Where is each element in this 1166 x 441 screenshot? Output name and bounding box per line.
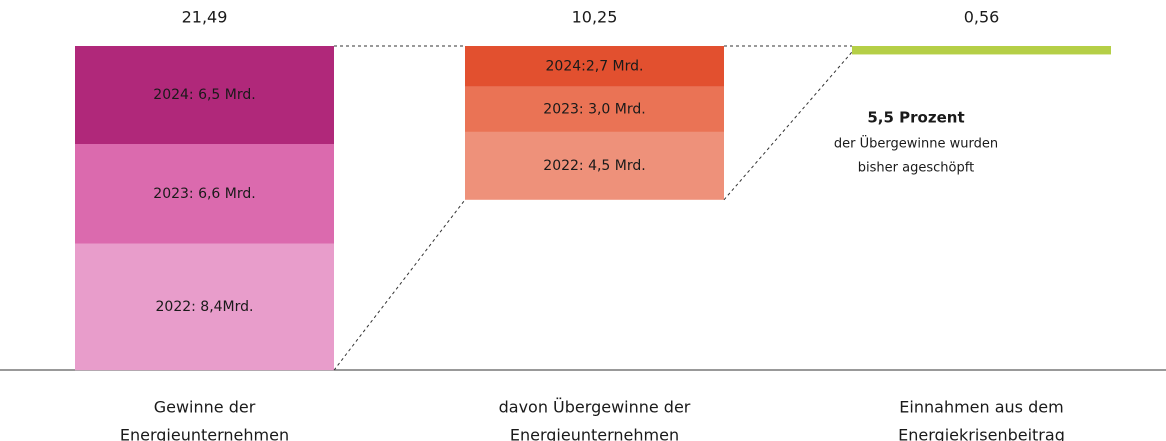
segment-label: 2023: 3,0 Mrd. [543,101,645,117]
bar-segment [465,46,724,87]
category-label: Energieunternehmen [120,426,289,441]
category-label: Energiekrisenbeitrag [898,426,1065,441]
category-label: Einnahmen aus dem [899,398,1063,417]
connector [333,199,466,371]
segment-label: 2022: 4,5 Mrd. [543,158,645,174]
bar-segment [75,46,334,144]
category-label: Gewinne der [154,398,256,417]
annotation-line: bisher ageschöpft [858,161,974,176]
connector [723,51,853,201]
segment-label: 2023: 6,6 Mrd. [153,186,255,202]
category-label: davon Übergewinne der [499,398,691,417]
bar-segment [75,143,334,244]
total-label: 0,56 [964,8,1000,27]
segment-label: 2022: 8,4Mrd. [156,299,254,315]
total-label: 21,49 [182,8,228,27]
segment-label: 2024: 6,5 Mrd. [153,87,255,103]
category-label: Energieunternehmen [510,426,679,441]
bar-segment [75,243,334,371]
annotation-title: 5,5 Prozent [867,109,964,127]
bar-segment [852,46,1111,55]
annotation-line: der Übergewinne wurden [834,135,998,152]
segment-label: 2024:2,7 Mrd. [546,58,644,74]
total-label: 10,25 [572,8,618,27]
bar-segment [465,86,724,132]
bar-segment [465,131,724,200]
